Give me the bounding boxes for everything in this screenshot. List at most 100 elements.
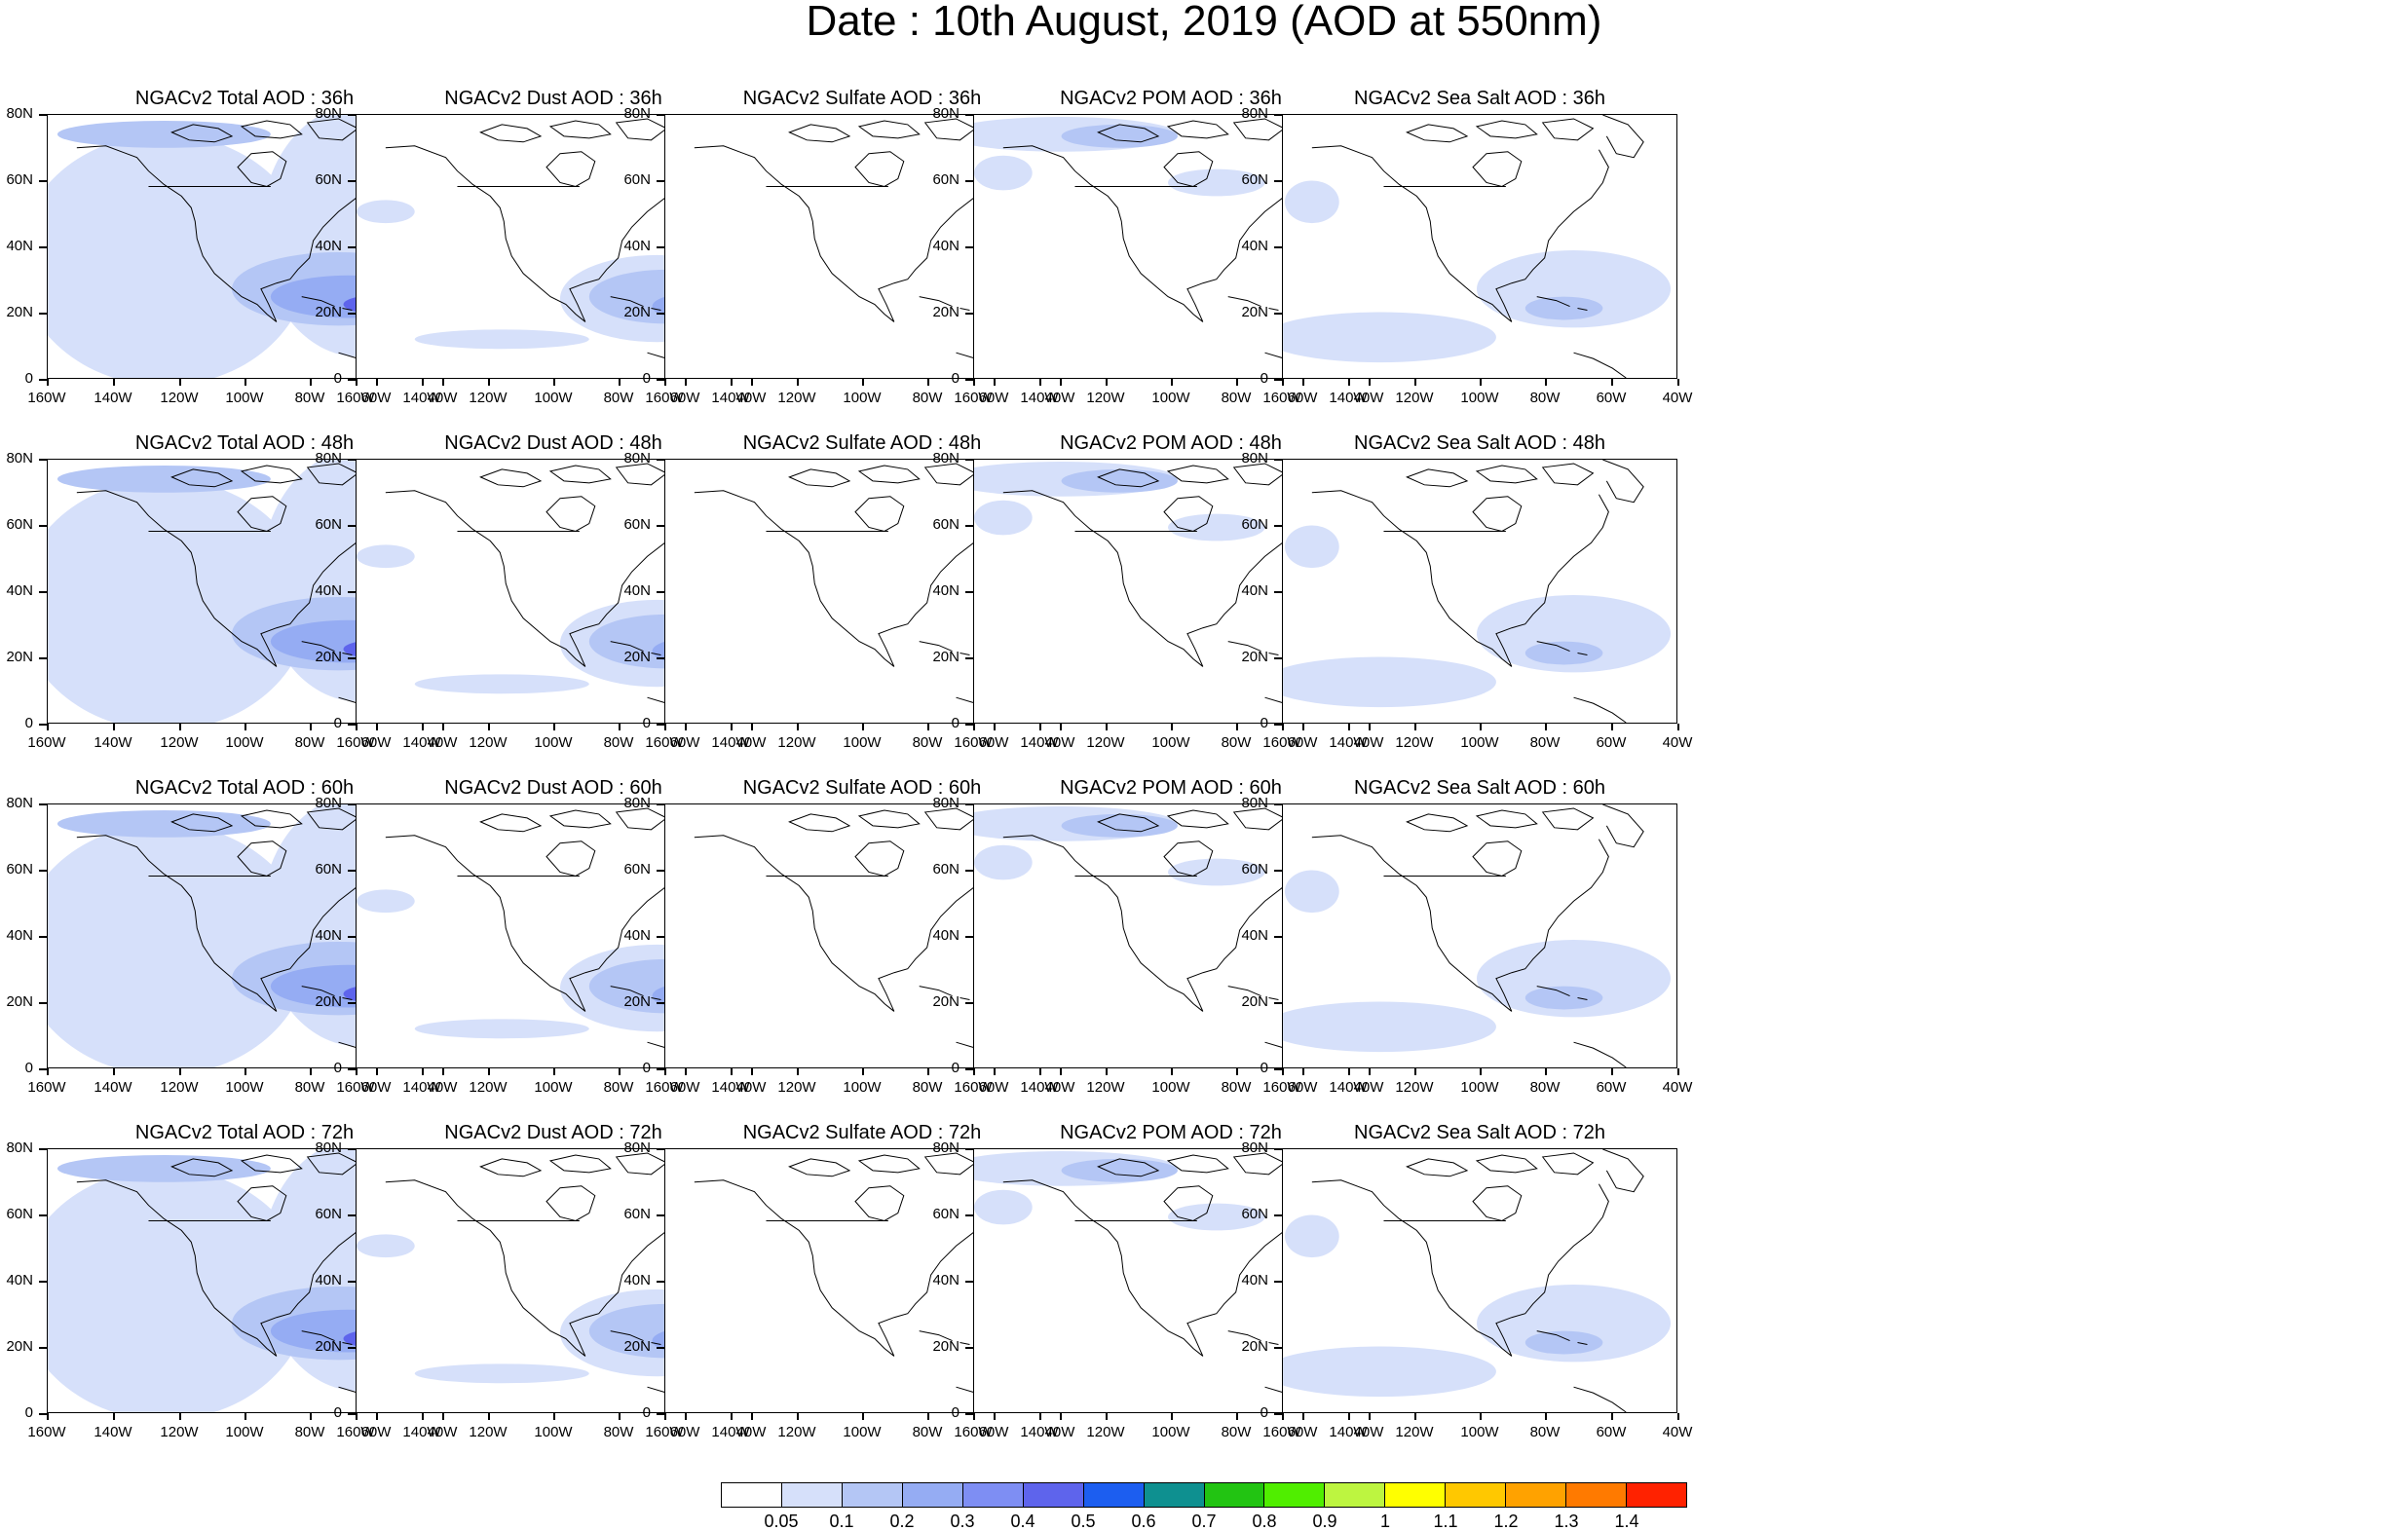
y-axis-label: 20N — [315, 993, 342, 1010]
coastline — [1472, 151, 1523, 187]
coastline — [1536, 641, 1570, 653]
x-axis-tick — [376, 379, 378, 386]
x-axis-label: 40W — [427, 734, 458, 751]
y-axis-label: 20N — [932, 649, 959, 665]
coastline — [1311, 1179, 1513, 1357]
y-axis-label: 20N — [6, 993, 33, 1010]
coastline — [1163, 840, 1214, 877]
y-axis-tick — [657, 803, 664, 805]
coastline — [1311, 145, 1513, 322]
aod-shading-patch — [1283, 656, 1496, 708]
y-axis-label: 60N — [623, 516, 651, 533]
x-axis-label: 60W — [360, 1079, 392, 1096]
y-axis-tick — [348, 459, 356, 461]
map-svg — [1283, 115, 1672, 378]
coastline — [854, 496, 905, 532]
aod-shading-patch — [1284, 1214, 1339, 1258]
x-axis-label: 160W — [336, 390, 375, 406]
y-axis-tick — [1274, 1068, 1282, 1070]
coastline — [1472, 1185, 1523, 1221]
y-axis-label: 60N — [315, 1206, 342, 1222]
x-axis-tick — [1348, 1068, 1350, 1075]
aod-shading-patch — [1283, 1001, 1496, 1053]
y-axis-tick — [39, 525, 47, 527]
panel-title: NGACv2 Total AOD : 48h — [134, 432, 355, 454]
y-axis-tick — [965, 591, 973, 593]
aod-shading-patch — [48, 478, 310, 723]
y-axis-tick — [348, 1002, 356, 1004]
x-axis-label: 60W — [978, 1424, 1009, 1440]
x-axis-label: 120W — [160, 1424, 199, 1440]
y-axis-tick — [39, 379, 47, 381]
coastline — [1495, 149, 1609, 322]
coastline — [385, 835, 586, 1012]
y-axis-label: 80N — [1241, 795, 1268, 811]
colorbar-tick-label: 1.1 — [1433, 1512, 1458, 1531]
y-axis-tick — [965, 870, 973, 872]
x-axis-label: 60W — [1287, 390, 1318, 406]
panel-title: NGACv2 POM AOD : 36h — [1060, 88, 1282, 109]
x-axis-label: 60W — [978, 734, 1009, 751]
coastline — [1495, 494, 1609, 667]
coastline — [615, 807, 668, 831]
y-axis-tick — [965, 114, 973, 116]
x-axis-tick — [862, 1413, 864, 1420]
aod-shading-patch — [1284, 180, 1339, 224]
coastline — [615, 1152, 668, 1176]
y-axis-label: 20N — [932, 1338, 959, 1355]
coastline — [1002, 835, 1204, 1012]
x-axis-label: 140W — [711, 734, 750, 751]
coastline — [306, 463, 359, 486]
x-axis-tick — [310, 1068, 312, 1075]
x-axis-label: 100W — [534, 1424, 573, 1440]
x-axis-label: 100W — [1460, 390, 1499, 406]
y-axis-tick — [348, 1068, 356, 1070]
coastline — [342, 1342, 353, 1346]
x-axis-label: 80W — [1529, 1424, 1561, 1440]
y-axis-label: 0 — [333, 715, 342, 731]
aod-shading-patch — [357, 200, 415, 224]
coastline — [546, 840, 596, 877]
aod-shading-patch — [1477, 1284, 1672, 1363]
x-axis-tick — [1236, 724, 1238, 730]
coastline — [1166, 1154, 1229, 1174]
x-axis-tick — [47, 724, 49, 730]
x-axis-tick — [488, 724, 490, 730]
x-axis-label: 100W — [534, 734, 573, 751]
x-axis-tick — [1282, 379, 1284, 386]
x-axis-tick — [685, 379, 687, 386]
y-axis-label: 0 — [1260, 1404, 1268, 1421]
colorbar-tick-label: 1.2 — [1493, 1512, 1519, 1531]
y-axis-label: 80N — [1241, 450, 1268, 467]
y-axis-tick — [39, 313, 47, 315]
x-axis-label: 80W — [603, 1424, 634, 1440]
x-axis-label: 60W — [1596, 390, 1627, 406]
coastline — [546, 496, 596, 532]
coastline — [1577, 308, 1588, 312]
y-axis-tick — [657, 870, 664, 872]
x-axis-tick — [113, 724, 115, 730]
map-plot-area — [1282, 459, 1677, 724]
aod-shading-patch — [414, 329, 589, 350]
y-axis-tick — [657, 724, 664, 726]
y-axis-label: 40N — [6, 927, 33, 944]
coastline — [857, 465, 921, 484]
y-axis-tick — [657, 180, 664, 182]
x-axis-tick — [731, 1068, 733, 1075]
x-axis-tick — [731, 1413, 733, 1420]
x-axis-label: 60W — [669, 1424, 700, 1440]
x-axis-label: 40W — [1353, 390, 1384, 406]
x-axis-tick — [1611, 1068, 1613, 1075]
y-axis-label: 80N — [623, 450, 651, 467]
x-axis-tick — [862, 1068, 864, 1075]
x-axis-tick — [376, 1068, 378, 1075]
x-axis-label: 120W — [777, 1424, 816, 1440]
aod-shading-patch — [48, 823, 310, 1067]
x-axis-label: 100W — [843, 390, 882, 406]
x-axis-tick — [685, 1068, 687, 1075]
x-axis-tick — [619, 1413, 621, 1420]
coastline — [237, 1185, 287, 1221]
y-axis-tick — [348, 870, 356, 872]
coastline — [240, 465, 303, 484]
y-axis-label: 20N — [6, 1338, 33, 1355]
